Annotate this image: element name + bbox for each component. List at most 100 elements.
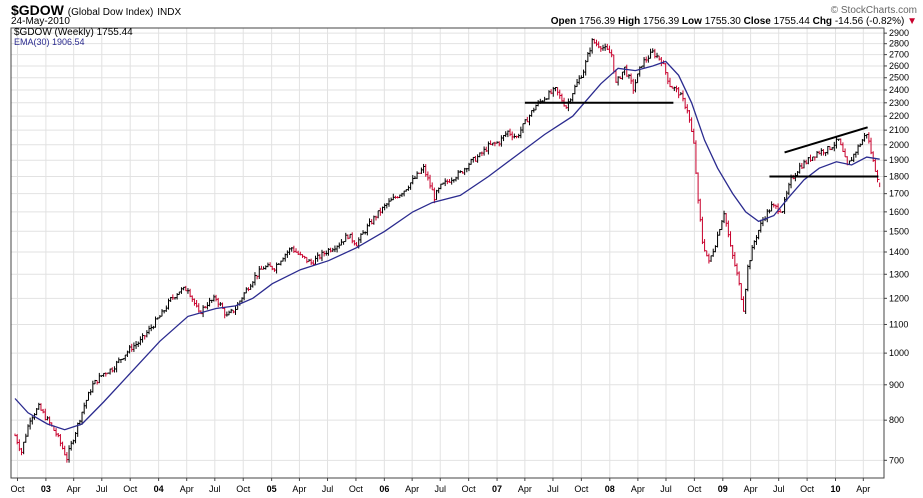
ticker-symbol: $GDOW: [11, 2, 64, 18]
weekly-bar: [704, 239, 707, 252]
x-tick-label: Jul: [322, 484, 334, 494]
quote-summary: Open 1756.39 High 1756.39 Low 1755.30 Cl…: [551, 16, 917, 27]
x-tick-label: Oct: [462, 484, 477, 494]
y-tick-label: 2400: [889, 85, 909, 95]
exchange-label: INDX: [157, 7, 182, 18]
y-tick-label: 2600: [889, 61, 909, 71]
price-bars: [14, 38, 881, 463]
x-tick-label: 08: [605, 484, 615, 494]
x-tick-label: Jul: [96, 484, 108, 494]
low-label: Low: [681, 16, 702, 27]
chg-value: -14.56 (-0.82%): [834, 16, 905, 27]
weekly-bar: [669, 77, 672, 88]
y-tick-label: 2800: [889, 39, 909, 49]
y-tick-label: 1500: [889, 226, 909, 236]
high-label: High: [617, 16, 641, 27]
x-tick-label: 10: [831, 484, 841, 494]
y-tick-label: 1200: [889, 293, 909, 303]
y-tick-label: 2300: [889, 98, 909, 108]
legend-ema: EMA(30) 1906.54: [14, 37, 85, 47]
x-tick-label: Oct: [687, 484, 702, 494]
x-tick-label: Jul: [547, 484, 559, 494]
high-value: 1756.39: [642, 16, 680, 27]
x-tick-label: 07: [492, 484, 502, 494]
y-tick-label: 1400: [889, 247, 909, 257]
x-tick-label: 06: [379, 484, 389, 494]
x-tick-label: Apr: [292, 484, 306, 494]
weekly-bar: [585, 59, 588, 76]
chart-date: 24-May-2010: [11, 16, 70, 27]
weekly-bar: [440, 183, 443, 190]
weekly-bar: [874, 159, 878, 172]
x-tick-label: 03: [41, 484, 51, 494]
chart-title: $GDOW (Global Dow Index) INDX: [11, 2, 181, 18]
weekly-bar: [745, 288, 748, 315]
weekly-bar: [639, 66, 642, 77]
x-tick-label: Apr: [631, 484, 645, 494]
weekly-bar: [719, 228, 722, 236]
x-axis: Oct 03 Apr Jul Oct 04 Apr Jul Oct 05 Apr Jul Oct 06 Ap…: [10, 478, 870, 494]
y-tick-label: 2000: [889, 140, 909, 150]
weekly-bar: [730, 231, 733, 247]
x-tick-label: Apr: [856, 484, 870, 494]
y-tick-label: 800: [889, 415, 904, 425]
x-tick-label: Jul: [773, 484, 785, 494]
weekly-bar: [23, 441, 26, 455]
y-tick-label: 700: [889, 455, 904, 465]
x-tick-label: Oct: [123, 484, 138, 494]
open-label: Open: [550, 16, 577, 27]
y-tick-label: 2100: [889, 125, 909, 135]
y-tick-label: 1300: [889, 269, 909, 279]
x-tick-label: Jul: [209, 484, 221, 494]
x-tick-label: 04: [154, 484, 164, 494]
weekly-bar: [695, 140, 698, 175]
y-tick-label: 1600: [889, 207, 909, 217]
weekly-bar: [98, 372, 102, 384]
x-tick-label: Jul: [434, 484, 446, 494]
x-tick-label: Oct: [10, 484, 25, 494]
y-tick-label: 2500: [889, 73, 909, 83]
trendlines: [524, 101, 879, 178]
down-arrow-icon: ▼: [907, 16, 917, 27]
weekly-bar: [835, 136, 839, 149]
y-tick-label: 900: [889, 380, 904, 390]
weekly-bar: [85, 399, 89, 409]
x-tick-label: Oct: [349, 484, 364, 494]
x-tick-label: Oct: [236, 484, 251, 494]
x-tick-label: Oct: [574, 484, 589, 494]
y-axis: 700 800 900 1000 1100 1200 1300 1400 1500 1600 170…: [884, 28, 909, 465]
y-tick-label: 2700: [889, 50, 909, 60]
weekly-bar: [416, 171, 420, 180]
y-tick-label: 1700: [889, 189, 909, 199]
weekly-bar: [243, 292, 247, 301]
rising-trendline: [784, 126, 868, 154]
x-tick-label: Apr: [67, 484, 81, 494]
plot-frame: [10, 27, 885, 479]
ema-path: [14, 60, 880, 431]
chart-grid: [11, 28, 884, 478]
x-tick-label: Apr: [518, 484, 532, 494]
x-tick-label: Jul: [660, 484, 672, 494]
chg-label: Chg: [812, 16, 833, 27]
weekly-bar: [572, 93, 575, 102]
x-tick-label: 05: [267, 484, 277, 494]
close-value: 1755.44: [773, 16, 810, 27]
x-tick-label: Apr: [744, 484, 758, 494]
ema-line: [14, 60, 880, 431]
y-tick-label: 1000: [889, 348, 909, 358]
x-tick-label: Oct: [800, 484, 815, 494]
y-tick-label: 2900: [889, 28, 909, 38]
legend-price: $GDOW (Weekly) 1755.44: [14, 27, 133, 38]
y-tick-label: 1100: [889, 319, 908, 329]
weekly-bar: [844, 148, 848, 158]
x-tick-label: Apr: [180, 484, 194, 494]
weekly-bar: [343, 241, 346, 245]
x-tick-label: Apr: [405, 484, 419, 494]
y-tick-label: 1800: [889, 171, 909, 181]
close-label: Close: [743, 16, 771, 27]
open-value: 1756.39: [579, 16, 616, 27]
weekly-bar: [360, 233, 363, 244]
low-value: 1755.30: [704, 16, 741, 27]
y-tick-label: 2200: [889, 111, 909, 121]
